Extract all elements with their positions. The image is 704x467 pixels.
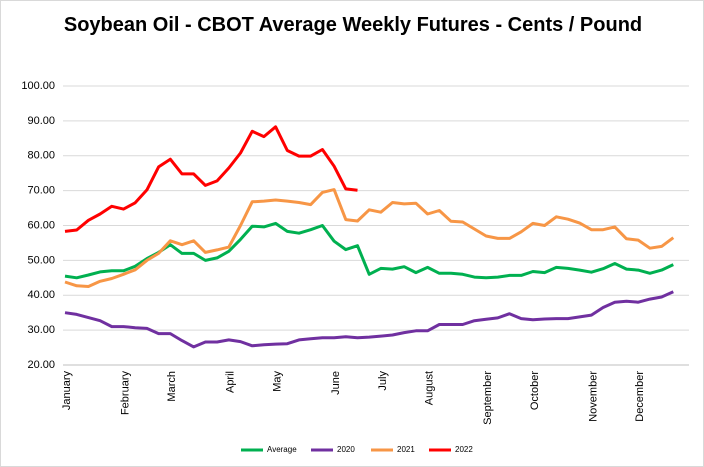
y-tick-label: 50.00 [27, 254, 55, 266]
y-tick-label: 30.00 [27, 324, 55, 336]
x-tick-label: June [330, 371, 342, 395]
y-tick-label: 20.00 [27, 359, 55, 371]
y-tick-label: 60.00 [27, 219, 55, 231]
x-tick-label: April [225, 371, 237, 393]
series-line [64, 221, 674, 280]
x-tick-label: November [587, 371, 599, 422]
series-line [64, 188, 675, 288]
y-tick-label: 90.00 [27, 115, 55, 127]
series-line [64, 125, 358, 233]
legend-label: 2022 [455, 445, 473, 454]
legend-label: 2021 [397, 445, 415, 454]
y-tick-label: 100.00 [21, 80, 55, 92]
y-tick-label: 80.00 [27, 150, 55, 162]
x-tick-label: February [119, 371, 131, 416]
series-line [64, 290, 674, 349]
y-tick-label: 40.00 [27, 289, 55, 301]
x-tick-label: March [166, 371, 178, 402]
legend-label: Average [267, 445, 297, 454]
x-tick-label: October [529, 371, 541, 410]
y-tick-label: 70.00 [27, 185, 55, 197]
chart-title: Soybean Oil - CBOT Average Weekly Future… [63, 14, 643, 36]
x-tick-label: September [482, 371, 494, 425]
legend-label: 2020 [337, 445, 355, 454]
x-tick-label: January [61, 371, 73, 411]
x-tick-label: December [634, 371, 646, 422]
x-tick-label: August [424, 371, 436, 405]
x-tick-label: May [271, 371, 283, 392]
x-tick-label: July [377, 371, 389, 391]
